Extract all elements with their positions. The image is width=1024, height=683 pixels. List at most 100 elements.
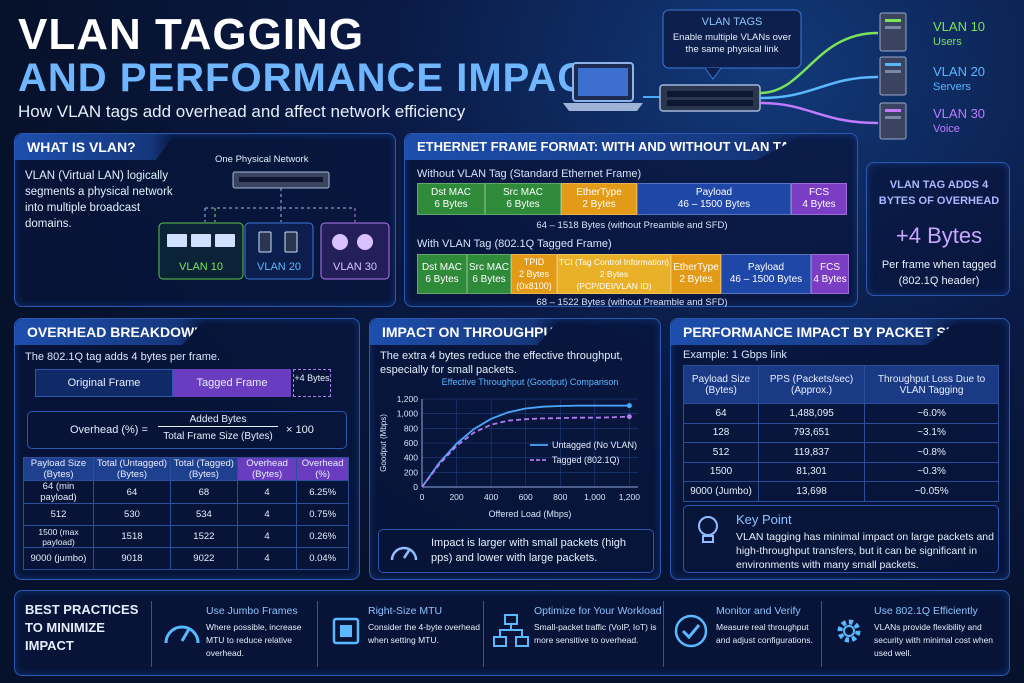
y-tick-label: 1,000 <box>397 409 419 419</box>
chip-icon <box>332 617 360 645</box>
series-line-0 <box>421 404 630 488</box>
formula-lhs: Overhead (%) = <box>70 424 148 436</box>
hero-vlan20-role: Servers <box>933 81 971 93</box>
overhead-title: OVERHEAD BREAKDOWN <box>15 319 205 345</box>
table-row: 512 119,837 ~0.8% <box>682 442 999 463</box>
y-tick-label: 600 <box>404 438 418 448</box>
y-tick-label: 400 <box>404 453 418 463</box>
series-end-point-0 <box>626 403 632 409</box>
hero-vlan30-name: VLAN 30 <box>933 106 986 121</box>
tagged-src-mac: Src MAC 6 Bytes <box>467 254 511 294</box>
tag-overhead-title: VLAN TAG ADDS 4 BYTES OF OVERHEAD <box>878 179 1000 207</box>
key-point-text: VLAN tagging has minimal impact on large… <box>736 531 994 571</box>
practice-item: Monitor and Verify Measure real throughp… <box>663 601 827 667</box>
packet-size-table: Payload Size (Bytes) PPS (Packets/sec) (… <box>682 365 999 502</box>
overhead-header: Payload Size (Bytes) <box>23 457 94 481</box>
practice-item: Use 802.1Q Efficiently VLANs provide fle… <box>821 601 1001 667</box>
hero-vlan20-name: VLAN 20 <box>933 64 986 79</box>
throughput-chart: Effective Throughput (Goodput) Compariso… <box>379 377 640 519</box>
network-label: One Physical Network <box>215 154 309 165</box>
untagged-payload: Payload 46 – 1500 Bytes <box>637 183 791 215</box>
table-row: 1500 (max payload) 1518 1522 4 0.26% <box>23 525 349 548</box>
untagged-label: Without VLAN Tag (Standard Ethernet Fram… <box>417 168 642 180</box>
table-row: 9000 (jumbo) 9018 9022 4 0.04% <box>23 547 349 570</box>
throughput-title: IMPACT ON THROUGHPUT <box>370 319 560 345</box>
practice-title: Use Jumbo Frames <box>206 605 298 617</box>
throughput-panel: IMPACT ON THROUGHPUT The extra 4 bytes r… <box>369 318 661 580</box>
packet-size-example: Example: 1 Gbps link <box>683 349 787 361</box>
untagged-dst-mac: Dst MAC 6 Bytes <box>417 183 485 215</box>
practice-text: Small-packet traffic (VoIP, IoT) is more… <box>534 622 657 645</box>
server-icon <box>879 12 907 140</box>
vlan-segment-diagram <box>158 171 390 280</box>
key-point-title: Key Point <box>736 512 792 527</box>
untagged-fcs: FCS 4 Bytes <box>791 183 847 215</box>
tagged-dst-mac: Dst MAC 6 Bytes <box>417 254 467 294</box>
tagged-fcs: FCS 4 Bytes <box>811 254 849 294</box>
table-row: 1500 81,301 ~0.3% <box>682 461 999 482</box>
practice-item: Optimize for Your Workload Small-packet … <box>483 601 663 667</box>
packet-size-header: PPS (Packets/sec) (Approx.) <box>758 365 866 404</box>
overhead-table: Payload Size (Bytes) Total (Untagged) (B… <box>23 457 349 570</box>
lightbulb-icon <box>698 516 718 543</box>
tagged-payload: Payload 46 – 1500 Bytes <box>721 254 811 294</box>
overhead-header: Overhead (%) <box>296 457 349 481</box>
overhead-intro: The 802.1Q tag adds 4 bytes per frame. <box>25 351 221 363</box>
packet-size-header: Throughput Loss Due to VLAN Tagging <box>864 365 999 404</box>
callout-text: Enable multiple VLANs over the same phys… <box>672 32 792 55</box>
what-is-vlan30-label: VLAN 30 <box>332 261 378 273</box>
speedometer-icon <box>390 546 418 561</box>
what-is-vlan-title: WHAT IS VLAN? <box>15 134 175 160</box>
practice-text: VLANs provide flexibility and security w… <box>874 622 994 658</box>
formula-box: Overhead (%) = Added Bytes Total Frame S… <box>27 411 347 449</box>
x-tick-label: 1,000 <box>584 492 606 502</box>
hero-vlan30-role: Voice <box>933 123 960 135</box>
check-icon <box>674 614 708 648</box>
gear-icon <box>837 619 861 643</box>
page-title-line1: VLAN TAGGING <box>18 10 365 59</box>
y-tick-label: 1,200 <box>397 394 419 404</box>
x-axis-label: Offered Load (Mbps) <box>489 509 572 519</box>
table-row: 512 530 534 4 0.75% <box>23 503 349 526</box>
gauge-icon <box>164 625 200 644</box>
practice-item: Right-Size MTU Consider the 4-byte overh… <box>317 601 485 667</box>
series-line-1 <box>421 415 630 488</box>
what-is-vlan10-label: VLAN 10 <box>178 261 224 273</box>
hero-illustration <box>563 9 907 140</box>
tagged-ethertype: EtherType 2 Bytes <box>671 254 721 294</box>
callout-title: VLAN TAGS <box>701 16 763 28</box>
overhead-header: Overhead (Bytes) <box>236 457 298 481</box>
tag-overhead-caption: Per frame when tagged (802.1Q header) <box>881 259 997 287</box>
series-end-point-1 <box>626 414 632 420</box>
legend-label-1: Tagged (802.1Q) <box>552 455 620 465</box>
page-subtitle: How VLAN tags add overhead and affect ne… <box>18 102 466 121</box>
overhead-header: Total (Tagged) (Bytes) <box>169 457 238 481</box>
tag-overhead-panel: VLAN TAG ADDS 4 BYTES OF OVERHEAD +4 Byt… <box>866 162 1010 296</box>
chart-title: Effective Throughput (Goodput) Compariso… <box>442 377 619 387</box>
x-tick-label: 800 <box>553 492 567 502</box>
y-tick-label: 0 <box>413 482 418 492</box>
table-row: 9000 (Jumbo) 13,698 ~0.05% <box>682 481 999 502</box>
practice-title: Optimize for Your Workload <box>534 605 662 617</box>
throughput-note-box: Impact is larger with small packets (hig… <box>378 529 654 573</box>
table-row: 64 1,488,095 ~6.0% <box>682 403 999 424</box>
tagged-tci: TCI (Tag Control Information) 2 Bytes (PCP… <box>557 254 671 294</box>
untagged-ethertype: EtherType 2 Bytes <box>561 183 637 215</box>
packet-size-title: PERFORMANCE IMPACT BY PACKET SIZE <box>671 319 961 345</box>
what-is-vlan-panel: WHAT IS VLAN? VLAN (Virtual LAN) logical… <box>14 133 396 307</box>
overhead-panel: OVERHEAD BREAKDOWN The 802.1Q tag adds 4… <box>14 318 360 580</box>
untagged-range: 64 – 1518 Bytes (without Preamble and SF… <box>536 220 728 231</box>
formula-denominator: Total Frame Size (Bytes) <box>163 431 273 442</box>
page-title-line2: AND PERFORMANCE IMPACT <box>18 56 613 100</box>
y-axis-label: Goodput (Mbps) <box>379 414 388 472</box>
x-tick-label: 200 <box>449 492 463 502</box>
practice-title: Monitor and Verify <box>716 605 801 617</box>
table-row: 64 (min payload) 64 68 4 6.25% <box>23 480 349 504</box>
formula-numerator: Added Bytes <box>158 414 278 427</box>
legend-label-0: Untagged (No VLAN) <box>552 440 637 450</box>
practice-text: Consider the 4-byte overhead when settin… <box>368 622 480 645</box>
tagged-tpid: TPID 2 Bytes (0x8100) <box>511 254 557 294</box>
table-row: 128 793,651 ~3.1% <box>682 422 999 443</box>
hero-vlan10-name: VLAN 10 <box>933 19 986 34</box>
tag-overhead-value: +4 Bytes <box>895 223 983 248</box>
